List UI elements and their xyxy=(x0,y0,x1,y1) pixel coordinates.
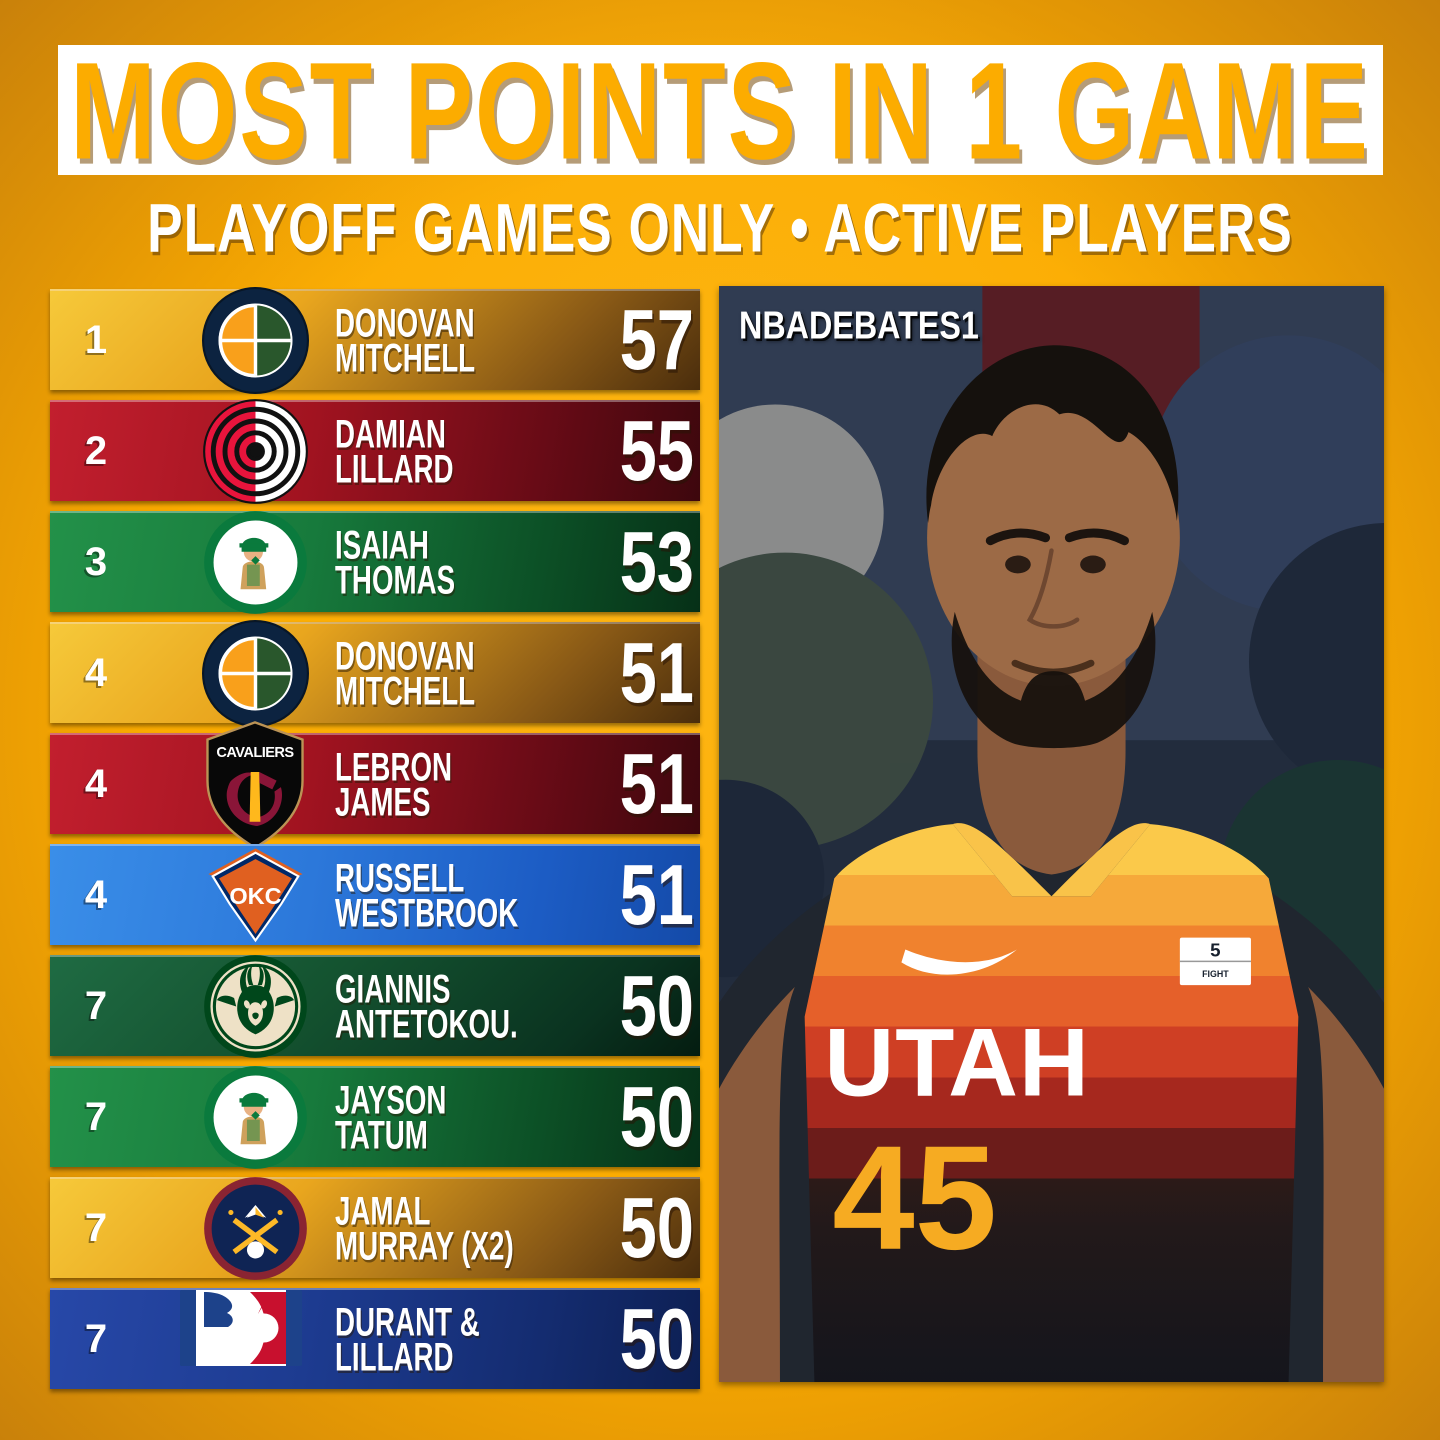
svg-text:OKC: OKC xyxy=(229,883,281,909)
svg-text:CAVALIERS: CAVALIERS xyxy=(216,744,294,760)
svg-text:45: 45 xyxy=(832,1116,997,1281)
svg-text:5: 5 xyxy=(1210,939,1220,960)
svg-text:UTAH: UTAH xyxy=(824,1008,1089,1117)
svg-text:FIGHT: FIGHT xyxy=(1202,969,1229,979)
